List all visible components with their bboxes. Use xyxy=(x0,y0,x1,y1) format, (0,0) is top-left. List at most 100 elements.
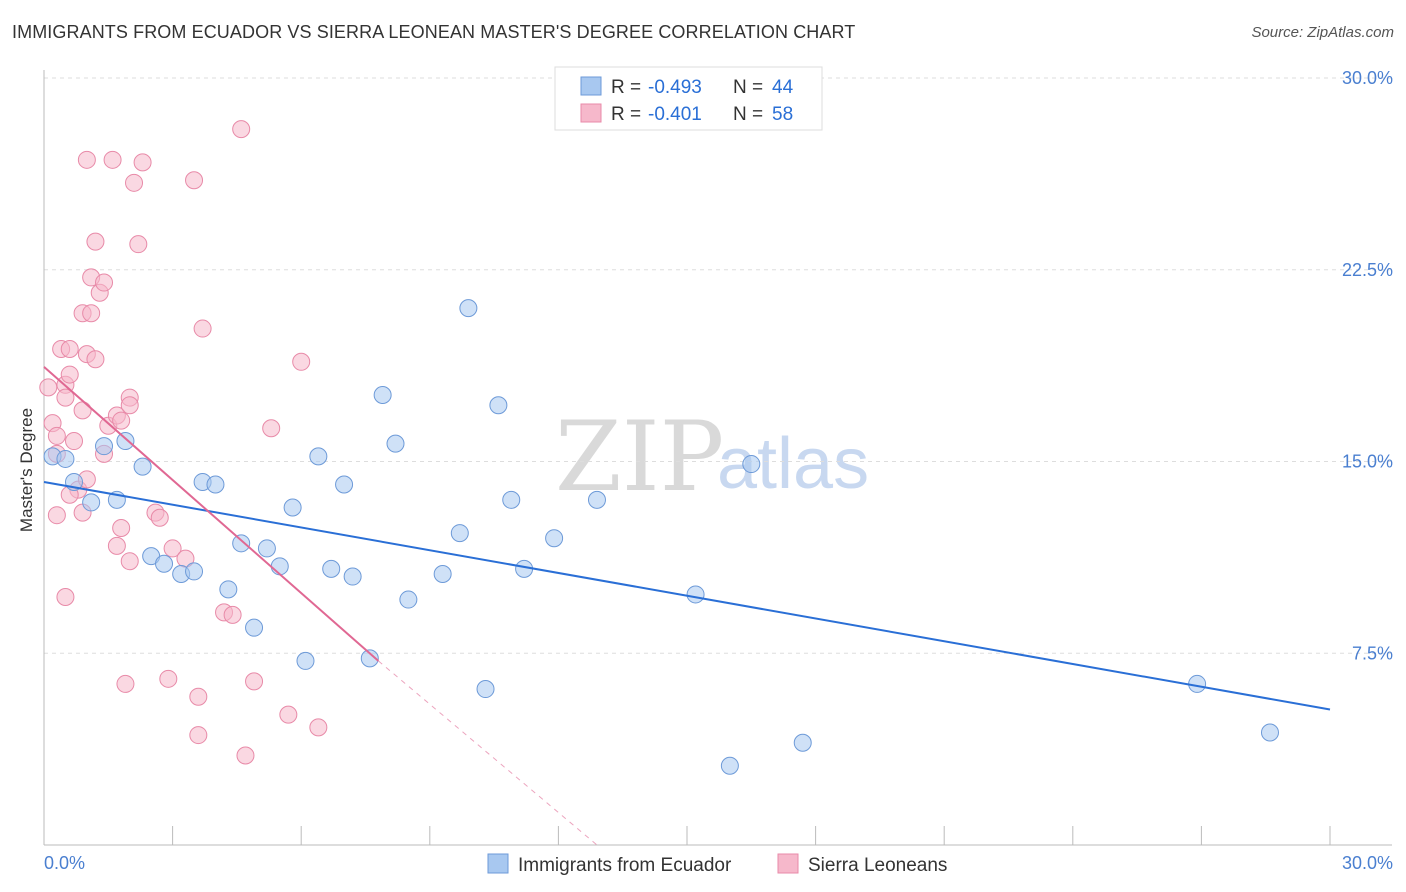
data-point-immigrants-from-ecuador xyxy=(489,396,508,415)
data-point-sierra-leoneans xyxy=(77,150,96,169)
data-point-immigrants-from-ecuador xyxy=(206,475,225,494)
data-point-sierra-leoneans xyxy=(185,171,204,190)
trend-line-sierra-leone xyxy=(43,366,380,662)
data-point-immigrants-from-ecuador xyxy=(283,498,302,517)
chart-source: Source: ZipAtlas.com xyxy=(1251,24,1394,41)
data-point-immigrants-from-ecuador xyxy=(245,618,264,637)
grid xyxy=(44,77,1392,654)
series-immigrants-from-ecuador xyxy=(43,299,1279,775)
data-point-sierra-leoneans xyxy=(309,718,328,737)
legend-swatch-sierra-leone xyxy=(580,103,602,123)
data-point-sierra-leoneans xyxy=(163,539,182,558)
data-point-sierra-leoneans xyxy=(159,669,178,688)
data-point-immigrants-from-ecuador xyxy=(116,432,135,451)
data-point-sierra-leoneans xyxy=(193,319,212,338)
x-ticks xyxy=(43,826,1331,845)
stats-legend: R = -0.493 N = 44 R = -0.401 N = 58 xyxy=(554,66,823,131)
data-point-immigrants-from-ecuador xyxy=(793,733,812,752)
data-point-immigrants-from-ecuador xyxy=(82,493,101,512)
data-point-immigrants-from-ecuador xyxy=(742,455,761,474)
data-point-sierra-leoneans xyxy=(189,726,208,745)
data-point-sierra-leoneans xyxy=(103,150,122,169)
data-point-sierra-leoneans xyxy=(112,411,131,430)
data-point-immigrants-from-ecuador xyxy=(360,649,379,668)
data-point-immigrants-from-ecuador xyxy=(399,590,418,609)
trend-line-sierra-leone-extension xyxy=(378,660,598,846)
data-point-immigrants-from-ecuador xyxy=(309,447,328,466)
y-tick-label: 15.0% xyxy=(1342,452,1393,472)
legend-r-label-2: R = xyxy=(611,104,641,125)
legend-n-value-2: 58 xyxy=(772,104,793,125)
data-point-sierra-leoneans xyxy=(133,153,152,172)
data-point-immigrants-from-ecuador xyxy=(133,457,152,476)
data-point-immigrants-from-ecuador xyxy=(373,386,392,405)
data-point-sierra-leoneans xyxy=(189,687,208,706)
data-point-sierra-leoneans xyxy=(56,588,75,607)
legend-r-label-1: R = xyxy=(611,77,641,98)
trend-lines xyxy=(43,366,1331,846)
y-tick-label: 22.5% xyxy=(1342,260,1393,280)
data-point-immigrants-from-ecuador xyxy=(95,437,114,456)
legend-r-value-2: -0.401 xyxy=(648,104,702,125)
data-point-immigrants-from-ecuador xyxy=(450,524,469,543)
data-point-sierra-leoneans xyxy=(245,672,264,691)
data-point-immigrants-from-ecuador xyxy=(502,490,521,509)
data-point-sierra-leoneans xyxy=(95,273,114,292)
data-point-immigrants-from-ecuador xyxy=(459,299,478,318)
data-point-immigrants-from-ecuador xyxy=(257,539,276,558)
data-point-immigrants-from-ecuador xyxy=(545,529,564,548)
data-point-immigrants-from-ecuador xyxy=(232,534,251,553)
y-tick-labels: 7.5% 15.0% 22.5% 30.0% xyxy=(1342,68,1393,663)
y-axis-title: Master's Degree xyxy=(17,408,36,532)
data-point-immigrants-from-ecuador xyxy=(720,756,739,775)
data-point-immigrants-from-ecuador xyxy=(56,449,75,468)
legend-n-label-1: N = xyxy=(733,77,763,98)
chart-title: IMMIGRANTS FROM ECUADOR VS SIERRA LEONEA… xyxy=(12,22,856,42)
data-point-immigrants-from-ecuador xyxy=(476,680,495,699)
data-point-sierra-leoneans xyxy=(150,508,169,527)
data-point-sierra-leoneans xyxy=(112,518,131,537)
data-point-sierra-leoneans xyxy=(236,746,255,765)
data-point-sierra-leoneans xyxy=(47,506,66,525)
x-tick-label-max: 30.0% xyxy=(1342,853,1393,873)
data-point-sierra-leoneans xyxy=(65,432,84,451)
data-point-sierra-leoneans xyxy=(107,536,126,555)
x-tick-label-min: 0.0% xyxy=(44,853,85,873)
data-point-sierra-leoneans xyxy=(86,350,105,369)
data-point-immigrants-from-ecuador xyxy=(587,490,606,509)
data-point-immigrants-from-ecuador xyxy=(185,562,204,581)
legend-n-label-2: N = xyxy=(733,104,763,125)
data-point-sierra-leoneans xyxy=(82,304,101,323)
data-point-sierra-leoneans xyxy=(116,674,135,693)
legend-n-value-1: 44 xyxy=(772,77,794,98)
watermark-zip: ZIP xyxy=(555,401,724,513)
data-point-immigrants-from-ecuador xyxy=(322,559,341,578)
data-point-sierra-leoneans xyxy=(120,396,139,415)
data-point-immigrants-from-ecuador xyxy=(386,434,405,453)
data-point-sierra-leoneans xyxy=(73,401,92,420)
data-point-sierra-leoneans xyxy=(86,232,105,251)
watermark-atlas: atlas xyxy=(717,424,869,504)
y-tick-label: 30.0% xyxy=(1342,68,1393,88)
y-tick-label: 7.5% xyxy=(1352,643,1393,663)
data-point-sierra-leoneans xyxy=(262,419,281,438)
data-point-sierra-leoneans xyxy=(125,173,144,192)
data-point-sierra-leoneans xyxy=(279,705,298,724)
data-point-sierra-leoneans xyxy=(232,120,251,139)
bottom-legend-swatch-ecuador xyxy=(487,853,509,874)
legend-r-value-1: -0.493 xyxy=(648,77,702,98)
trend-line-ecuador xyxy=(43,480,1331,711)
data-point-immigrants-from-ecuador xyxy=(686,585,705,604)
data-point-immigrants-from-ecuador xyxy=(343,567,362,586)
data-point-sierra-leoneans xyxy=(60,365,79,384)
data-point-sierra-leoneans xyxy=(129,235,148,254)
data-point-sierra-leoneans xyxy=(60,340,79,359)
bottom-legend-label-sierra-leone: Sierra Leoneans xyxy=(808,855,947,876)
data-point-immigrants-from-ecuador xyxy=(270,557,289,576)
data-point-sierra-leoneans xyxy=(223,605,242,624)
data-point-immigrants-from-ecuador xyxy=(296,651,315,670)
data-point-immigrants-from-ecuador xyxy=(335,475,354,494)
data-point-sierra-leoneans xyxy=(120,552,139,571)
bottom-legend-swatch-sierra-leone xyxy=(777,853,799,874)
